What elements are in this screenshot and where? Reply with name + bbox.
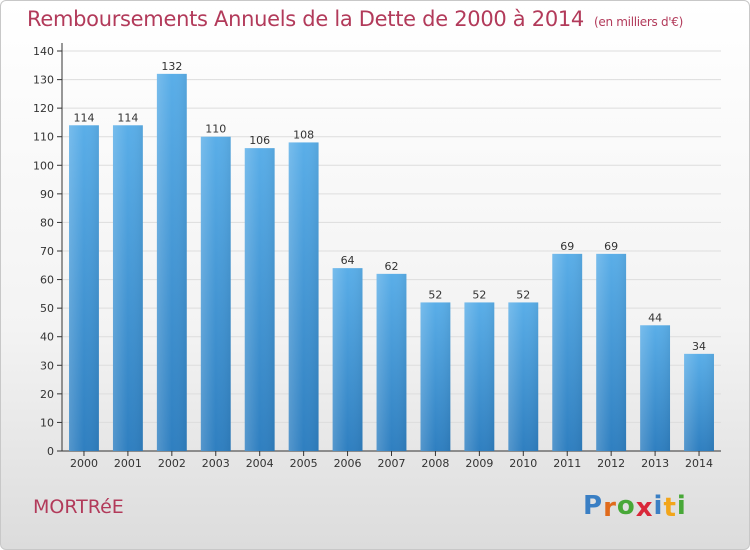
y-tick-label: 50: [40, 302, 54, 315]
chart-unit: (en milliers d'€): [594, 15, 684, 29]
y-tick-label: 130: [33, 74, 54, 87]
data-label: 108: [293, 128, 314, 141]
bar-shine: [464, 302, 495, 451]
y-tick-label: 100: [33, 159, 54, 172]
logo-letter: t: [663, 493, 677, 523]
logo-letter: r: [603, 493, 617, 523]
y-tick-label: 40: [40, 331, 54, 344]
chart-title-text: Remboursements Annuels de la Dette de 20…: [27, 7, 584, 31]
y-tick-label: 0: [47, 445, 54, 458]
proxiti-logo: Proxiti: [583, 491, 687, 523]
data-label: 106: [249, 134, 270, 147]
bar-shine: [69, 125, 99, 452]
x-tick-label: 2009: [465, 457, 493, 470]
data-label: 44: [648, 311, 662, 324]
x-tick-label: 2007: [378, 457, 406, 470]
y-tick-label: 10: [40, 416, 54, 429]
city-name: MORTRéE: [33, 496, 124, 518]
x-tick-label: 2008: [421, 457, 449, 470]
x-tick-label: 2004: [246, 457, 274, 470]
y-tick-label: 140: [33, 45, 54, 58]
bar-shine: [508, 302, 539, 451]
bar-shine: [640, 325, 671, 451]
x-tick-label: 2012: [597, 457, 625, 470]
bar-shine: [156, 73, 187, 451]
logo-letter: i: [676, 491, 687, 521]
y-tick-label: 80: [40, 216, 54, 229]
bar-shine: [200, 136, 231, 451]
x-tick-label: 2001: [114, 457, 142, 470]
data-label: 62: [385, 260, 399, 273]
y-tick-label: 110: [33, 131, 54, 144]
x-tick-label: 2000: [70, 457, 98, 470]
bar-shine: [288, 142, 319, 451]
data-label: 64: [341, 254, 355, 267]
x-tick-label: 2005: [290, 457, 318, 470]
y-tick-label: 120: [33, 102, 54, 115]
y-tick-label: 30: [40, 359, 54, 372]
data-label: 52: [472, 288, 486, 301]
x-tick-label: 2014: [685, 457, 713, 470]
x-tick-label: 2002: [158, 457, 186, 470]
logo-letter: o: [616, 491, 636, 521]
y-tick-label: 60: [40, 274, 54, 287]
data-label: 52: [428, 288, 442, 301]
logo-letter: i: [653, 491, 664, 521]
bar-shine: [420, 302, 451, 451]
data-label: 110: [205, 123, 226, 136]
bar-shine: [684, 353, 714, 451]
x-tick-label: 2010: [509, 457, 537, 470]
bar-shine: [596, 253, 627, 451]
bar-shine: [552, 253, 583, 451]
x-tick-label: 2011: [553, 457, 581, 470]
bar-shine: [376, 273, 407, 451]
data-label: 114: [117, 111, 138, 124]
bar-shine: [332, 268, 363, 451]
data-label: 69: [560, 240, 574, 253]
bar-shine: [112, 125, 143, 452]
x-tick-label: 2013: [641, 457, 669, 470]
logo-letter: x: [635, 493, 654, 523]
chart-title: Remboursements Annuels de la Dette de 20…: [27, 7, 683, 31]
data-label: 114: [73, 111, 94, 124]
x-tick-label: 2003: [202, 457, 230, 470]
y-tick-label: 20: [40, 388, 54, 401]
data-label: 52: [516, 288, 530, 301]
data-label: 132: [161, 60, 182, 73]
y-tick-label: 70: [40, 245, 54, 258]
logo-letter: P: [583, 491, 604, 521]
data-label: 69: [604, 240, 618, 253]
x-tick-label: 2006: [334, 457, 362, 470]
y-tick-label: 90: [40, 188, 54, 201]
bar-shine: [244, 148, 275, 451]
data-label: 34: [692, 340, 706, 353]
